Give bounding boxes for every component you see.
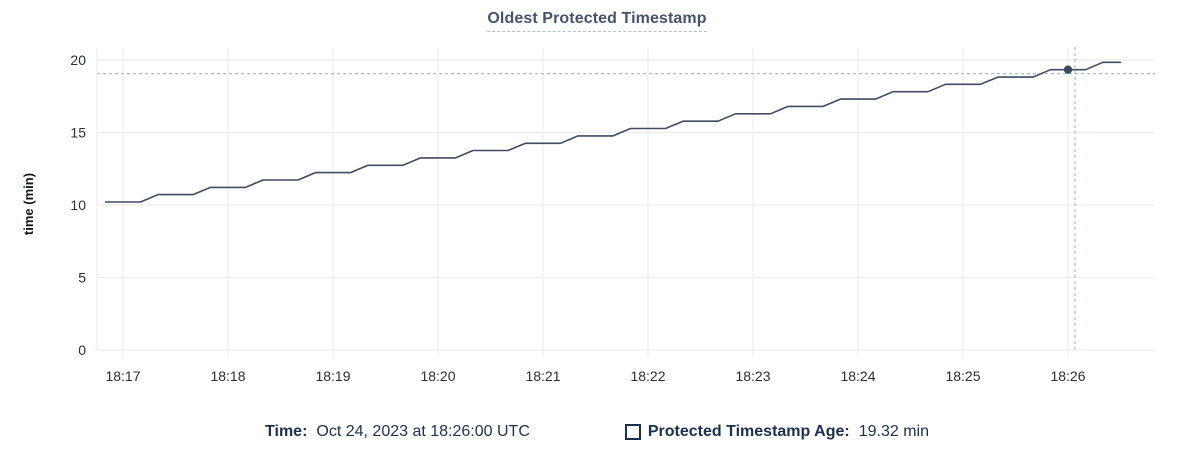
x-tick-label: 18:17 bbox=[105, 368, 140, 384]
chart-title[interactable]: Oldest Protected Timestamp bbox=[487, 10, 707, 32]
chart-title-row: Oldest Protected Timestamp bbox=[0, 10, 1194, 32]
legend-series-toggle[interactable]: Protected Timestamp Age: 19.32 min bbox=[624, 422, 929, 442]
x-tick-label: 18:19 bbox=[315, 368, 350, 384]
x-tick-label: 18:20 bbox=[420, 368, 455, 384]
x-tick-label: 18:24 bbox=[840, 368, 875, 384]
line-chart-plot[interactable]: 18:17 18:18 18:19 18:20 18:21 18:22 18:23 18:24… bbox=[0, 0, 1194, 402]
y-axis-title: time (min) bbox=[21, 173, 36, 235]
legend-time-value: Oct 24, 2023 at 18:26:00 UTC bbox=[316, 423, 530, 440]
y-tick-label: 20 bbox=[70, 52, 86, 68]
y-tick-label: 15 bbox=[70, 124, 86, 140]
legend-time-group: Time: Oct 24, 2023 at 18:26:00 UTC bbox=[265, 422, 530, 442]
series-line-protected-timestamp-age bbox=[104, 61, 1122, 203]
x-tick-label: 18:25 bbox=[945, 368, 980, 384]
y-tick-label: 0 bbox=[78, 342, 86, 358]
legend-time-label: Time: bbox=[265, 423, 308, 440]
x-tick-label: 18:18 bbox=[210, 368, 245, 384]
x-tick-label: 18:22 bbox=[630, 368, 665, 384]
legend-series-label: Protected Timestamp Age: bbox=[647, 423, 850, 440]
series-checkbox-icon[interactable] bbox=[624, 424, 641, 440]
hover-point bbox=[1063, 65, 1073, 74]
legend-series-value: 19.32 min bbox=[858, 423, 929, 440]
x-tick-label: 18:23 bbox=[735, 368, 770, 384]
y-tick-label: 5 bbox=[78, 270, 86, 286]
x-tick-label: 18:21 bbox=[525, 368, 560, 384]
y-tick-label: 10 bbox=[70, 197, 86, 213]
x-tick-label: 18:26 bbox=[1050, 368, 1085, 384]
chart-hover-legend: Time: Oct 24, 2023 at 18:26:00 UTC Prote… bbox=[0, 422, 1194, 442]
